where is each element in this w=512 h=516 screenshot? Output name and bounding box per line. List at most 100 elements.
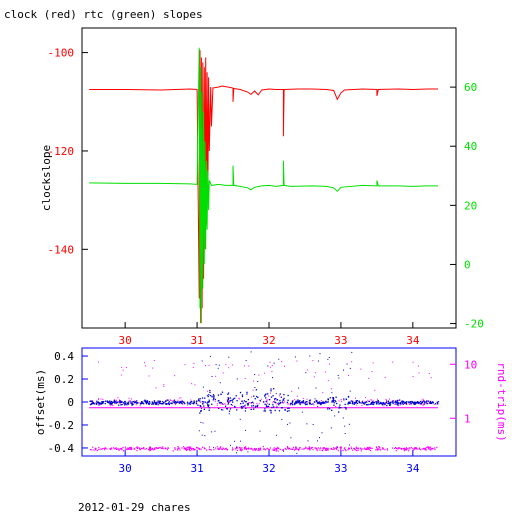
rndtrip-point: [224, 403, 226, 405]
offset-point: [189, 401, 191, 404]
offset-point: [388, 402, 390, 405]
rndtrip-point: [101, 448, 104, 450]
rndtrip-point: [122, 446, 124, 449]
offset-point: [236, 446, 238, 448]
rndtrip-point: [226, 399, 228, 401]
rndtrip-point: [338, 400, 340, 402]
offset-point: [157, 403, 159, 406]
offset-point: [148, 403, 150, 405]
rndtrip-point: [143, 447, 145, 449]
rndtrip-point: [174, 404, 176, 406]
offset-point: [342, 417, 344, 419]
offset-point: [332, 398, 335, 400]
rndtrip-point: [207, 390, 209, 392]
offset-point: [257, 381, 259, 383]
offset-point: [95, 403, 98, 405]
offset-point: [338, 406, 341, 408]
rndtrip-point: [276, 448, 278, 450]
rndtrip-point: [430, 448, 432, 450]
offset-point: [345, 398, 348, 400]
offset-point: [230, 403, 233, 406]
offset-point: [411, 401, 413, 404]
rndtrip-point: [332, 447, 335, 449]
rndtrip-point: [329, 363, 331, 365]
offset-point: [295, 400, 297, 402]
offset-point: [269, 398, 271, 401]
offset-point: [302, 400, 305, 402]
offset-point: [305, 403, 308, 406]
offset-point: [155, 403, 157, 406]
offset-point: [241, 394, 244, 396]
rndtrip-point: [369, 449, 372, 452]
rndtrip-point: [273, 447, 275, 449]
rndtrip-point: [391, 400, 393, 402]
rndtrip-point: [259, 447, 262, 449]
rndtrip-point: [96, 449, 98, 452]
offset-point: [235, 395, 237, 397]
offset-point: [99, 402, 101, 405]
offset-point: [375, 402, 378, 404]
offset-point: [327, 408, 329, 410]
rndtrip-point: [102, 447, 104, 450]
rndtrip-point: [362, 400, 364, 402]
offset-point: [278, 410, 281, 412]
rndtrip-point: [375, 446, 378, 448]
rndtrip-point: [297, 448, 299, 450]
offset-point: [217, 394, 220, 396]
offset-point: [226, 408, 229, 410]
offset-point: [389, 404, 392, 406]
rndtrip-point: [244, 446, 247, 448]
offset-point: [265, 405, 268, 408]
rndtrip-point: [405, 403, 407, 405]
offset-point: [232, 398, 235, 400]
offset-point: [157, 400, 159, 402]
rndtrip-point: [412, 449, 415, 451]
offset-point: [351, 351, 353, 353]
rndtrip-point: [121, 449, 123, 451]
rndtrip-point: [249, 402, 251, 404]
offset-point: [135, 401, 137, 403]
rndtrip-point: [422, 447, 424, 450]
rndtrip-point: [271, 371, 273, 373]
offset-point: [247, 405, 249, 407]
offset-point: [234, 397, 236, 399]
offset-point: [410, 403, 413, 405]
bottom-x-ticks: 30 31 32 33 34: [119, 450, 420, 475]
offset-point: [187, 403, 189, 405]
top-left-y-ticks: -100 -120 -140: [48, 47, 88, 256]
rndtrip-point: [282, 449, 284, 451]
offset-point: [228, 410, 231, 412]
offset-point: [208, 401, 210, 403]
rndtrip-point: [232, 448, 234, 450]
rndtrip-point: [378, 446, 380, 448]
offset-point: [242, 405, 244, 408]
rndtrip-point: [353, 447, 355, 449]
rndtrip-point: [325, 402, 327, 404]
offset-point: [173, 402, 176, 404]
rndtrip-point: [288, 403, 290, 405]
offset-point: [131, 401, 133, 403]
offset-point: [208, 409, 210, 411]
rndtrip-point: [216, 404, 218, 406]
offset-point: [151, 401, 153, 403]
rndtrip-point: [274, 399, 276, 401]
rndtrip-point: [245, 448, 247, 451]
offset-point: [349, 390, 351, 392]
offset-point: [412, 402, 415, 404]
rndtrip-point: [99, 404, 101, 406]
rndtrip-point: [408, 447, 410, 449]
offset-point: [256, 405, 259, 408]
rndtrip-point: [333, 448, 335, 451]
offset-point: [355, 400, 357, 402]
offset-point: [317, 440, 319, 442]
rndtrip-point: [263, 372, 265, 374]
rndtrip-point: [171, 400, 173, 402]
offset-point: [127, 401, 129, 403]
rndtrip-point: [220, 448, 223, 450]
offset-point: [90, 403, 93, 405]
rndtrip-point: [395, 447, 398, 450]
offset-point: [267, 365, 269, 367]
offset-point: [195, 401, 198, 403]
offset-point: [127, 403, 130, 405]
offset-point: [273, 388, 275, 390]
